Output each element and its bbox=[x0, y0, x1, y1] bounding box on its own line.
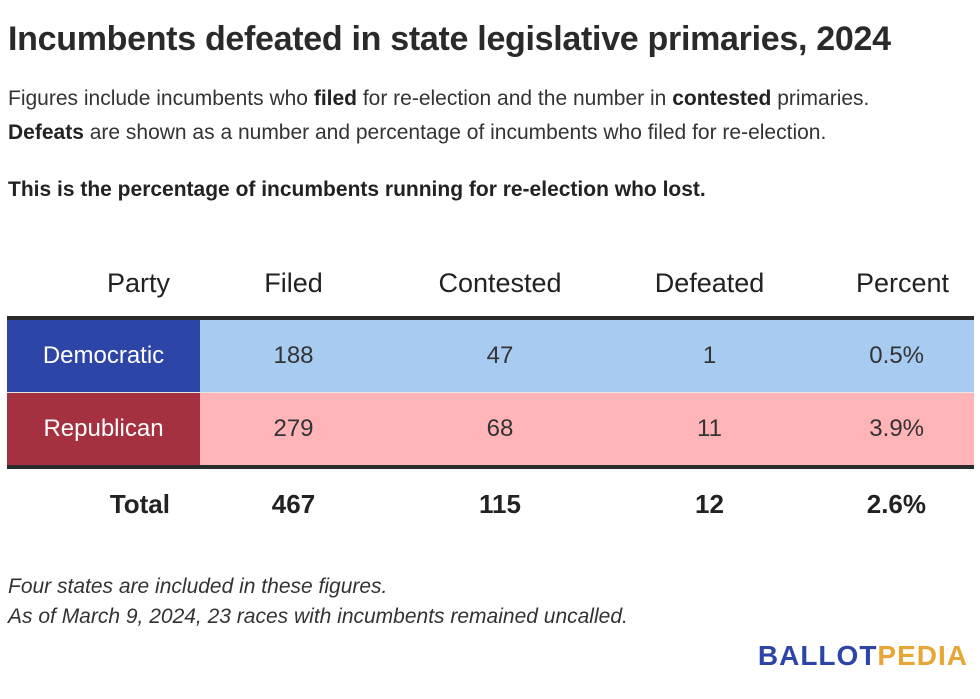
table-row-democratic: Democratic 188 47 1 0.5% bbox=[7, 320, 974, 392]
results-table: Party Filed Contested Defeated Percent D… bbox=[7, 250, 974, 539]
table-top-rule bbox=[7, 316, 974, 320]
table-row-total: Total 467 115 12 2.6% bbox=[7, 469, 974, 539]
party-label-republican: Republican bbox=[7, 393, 200, 465]
footnote-line-2: As of March 9, 2024, 23 races with incum… bbox=[8, 605, 628, 628]
total-label: Total bbox=[109, 488, 170, 519]
column-header-filed: Filed bbox=[264, 267, 323, 298]
logo-text-pedia: PEDIA bbox=[877, 640, 968, 671]
republican-contested: 68 bbox=[486, 415, 514, 442]
total-percent: 2.6% bbox=[866, 488, 926, 519]
democratic-filed: 188 bbox=[273, 342, 314, 369]
logo-text-ballot: BALLOT bbox=[757, 640, 878, 671]
subtitle: Figures include incumbents who filed for… bbox=[8, 82, 869, 150]
percentage-note: This is the percentage of incumbents run… bbox=[8, 178, 706, 201]
column-header-defeated: Defeated bbox=[654, 267, 765, 298]
subtitle-line-1: Figures include incumbents who filed for… bbox=[8, 87, 870, 110]
party-label-democratic: Democratic bbox=[7, 320, 200, 392]
subtitle-line-2: Defeats are shown as a number and percen… bbox=[8, 121, 827, 144]
ballotpedia-logo: BALLOTPEDIA bbox=[758, 640, 968, 672]
democratic-defeated: 1 bbox=[702, 342, 717, 369]
democratic-contested: 47 bbox=[486, 342, 514, 369]
footnotes: Four states are included in these figure… bbox=[8, 572, 628, 632]
column-header-party: Party bbox=[106, 267, 170, 298]
column-header-percent: Percent bbox=[855, 267, 949, 298]
total-defeated: 12 bbox=[695, 488, 724, 519]
table-bottom-rule bbox=[7, 465, 974, 469]
column-header-contested: Contested bbox=[438, 267, 562, 298]
table-row-republican: Republican 279 68 11 3.9% bbox=[7, 393, 974, 465]
total-filed: 467 bbox=[271, 488, 316, 519]
democratic-percent: 0.5% bbox=[869, 342, 924, 369]
republican-percent: 3.9% bbox=[869, 415, 924, 442]
table-header-row: Party Filed Contested Defeated Percent bbox=[7, 250, 974, 316]
footnote-line-1: Four states are included in these figure… bbox=[8, 575, 388, 598]
republican-defeated: 11 bbox=[697, 415, 722, 442]
chart-title: Incumbents defeated in state legislative… bbox=[8, 20, 891, 58]
republican-filed: 279 bbox=[273, 415, 314, 442]
row-divider bbox=[7, 392, 974, 393]
total-contested: 115 bbox=[479, 488, 521, 519]
